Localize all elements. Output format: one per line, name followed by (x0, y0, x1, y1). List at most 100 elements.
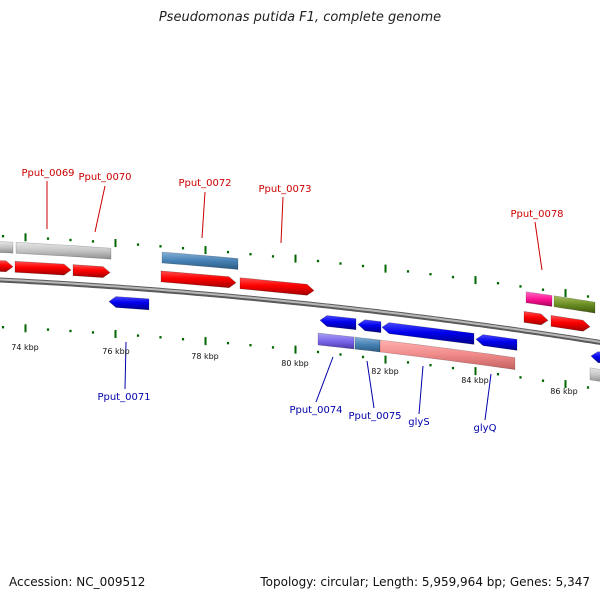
scale-tick (249, 253, 252, 256)
scale-tick (429, 273, 432, 276)
label-leader (534, 221, 543, 271)
feature-block (589, 367, 600, 382)
feature-block (161, 251, 239, 270)
scale-tick (181, 338, 185, 341)
gene-arrow (239, 277, 315, 296)
feature-block (553, 295, 596, 314)
label-leader (201, 191, 206, 239)
scale-tick (249, 344, 252, 347)
scale-tick (226, 341, 230, 345)
scale-tick (69, 329, 72, 333)
gene-arrow (108, 296, 150, 311)
genome-backbone (0, 277, 600, 345)
feature-block (0, 241, 14, 254)
scale-ticks (1, 233, 590, 389)
label-leader (315, 356, 334, 403)
gene-label-pput-0069[interactable]: Pput_0069 (21, 168, 74, 179)
scale-tick (316, 350, 320, 354)
gene-arrows (0, 260, 600, 364)
label-leaders (46, 181, 543, 421)
gene-label-pput-0073[interactable]: Pput_0073 (258, 184, 311, 195)
scale-tick (384, 355, 387, 364)
gene-label-pput-0071[interactable]: Pput_0071 (97, 392, 150, 403)
feature-block (317, 332, 355, 350)
scale-tick (541, 288, 545, 291)
scale-tick (204, 246, 207, 255)
gene-arrow (319, 315, 357, 331)
scale-tick (496, 373, 500, 376)
label-leader (418, 365, 424, 415)
scale-tick (159, 336, 162, 339)
scale-tick (451, 275, 455, 279)
scale-tick (519, 376, 522, 379)
scale-tick (46, 237, 50, 240)
scale-tick (586, 386, 590, 389)
kbp-label: 84 kbp (461, 376, 489, 385)
gene-label-pput-0078[interactable]: Pput_0078 (510, 209, 563, 220)
scale-tick (271, 255, 275, 258)
kbp-label: 82 kbp (371, 367, 399, 376)
gene-arrow (381, 322, 475, 345)
gene-label-pput-0072[interactable]: Pput_0072 (178, 178, 231, 189)
gene-arrow (160, 270, 237, 289)
gene-arrow (590, 351, 600, 364)
scale-tick (1, 235, 5, 238)
scale-tick (564, 380, 567, 389)
scale-tick (24, 324, 27, 333)
backbone-highlight (0, 278, 600, 343)
scale-tick (136, 243, 140, 246)
scale-tick (91, 331, 95, 334)
feature-blocks (0, 241, 600, 382)
scale-tick (519, 285, 522, 288)
label-leader (124, 341, 127, 390)
feature-block (525, 291, 553, 307)
scale-tick (114, 330, 117, 338)
scale-tick (24, 233, 27, 242)
kbp-label: 74 kbp (11, 343, 39, 352)
scale-tick (181, 247, 185, 250)
gene-label-pput-0074[interactable]: Pput_0074 (289, 405, 342, 416)
kbp-label: 76 kbp (102, 347, 130, 356)
scale-tick (271, 346, 275, 349)
gene-label-glys[interactable]: glyS (408, 417, 429, 428)
kbp-label: 86 kbp (550, 387, 578, 396)
scale-tick (226, 250, 230, 254)
scale-tick (339, 262, 342, 265)
scale-tick (204, 337, 207, 346)
gene-label-glyq[interactable]: glyQ (474, 423, 497, 434)
scale-tick (384, 264, 387, 273)
genome-summary-text: Topology: circular; Length: 5,959,964 bp… (260, 575, 590, 589)
scale-tick (474, 367, 477, 376)
scale-tick (496, 282, 500, 285)
scale-tick (1, 326, 5, 329)
gene-arrow (72, 264, 111, 278)
scale-tick (474, 276, 477, 285)
scale-tick (294, 345, 297, 354)
scale-tick (339, 353, 342, 356)
label-leader (484, 373, 492, 421)
gene-label-pput-0070[interactable]: Pput_0070 (78, 172, 131, 183)
kbp-label: 78 kbp (191, 352, 219, 361)
scale-tick (406, 361, 410, 364)
accession-text: Accession: NC_009512 (9, 575, 146, 589)
scale-tick (136, 334, 140, 337)
gene-arrow (523, 311, 549, 326)
gene-label-pput-0075[interactable]: Pput_0075 (348, 411, 401, 422)
gene-arrow (0, 260, 14, 273)
label-leader (94, 185, 106, 233)
map-title: Pseudomonas putida F1, complete genome (158, 10, 442, 25)
gene-arrow (357, 319, 382, 333)
scale-tick (316, 259, 320, 263)
gene-arrow (14, 260, 72, 276)
scale-tick (406, 270, 410, 273)
scale-tick (586, 295, 590, 298)
scale-tick (159, 245, 162, 248)
gene-arrow (550, 315, 591, 332)
scale-tick (541, 379, 545, 382)
scale-tick (564, 289, 567, 298)
scale-tick (361, 355, 365, 359)
scale-tick (69, 238, 72, 242)
scale-tick (361, 264, 365, 268)
scale-tick (46, 328, 50, 331)
